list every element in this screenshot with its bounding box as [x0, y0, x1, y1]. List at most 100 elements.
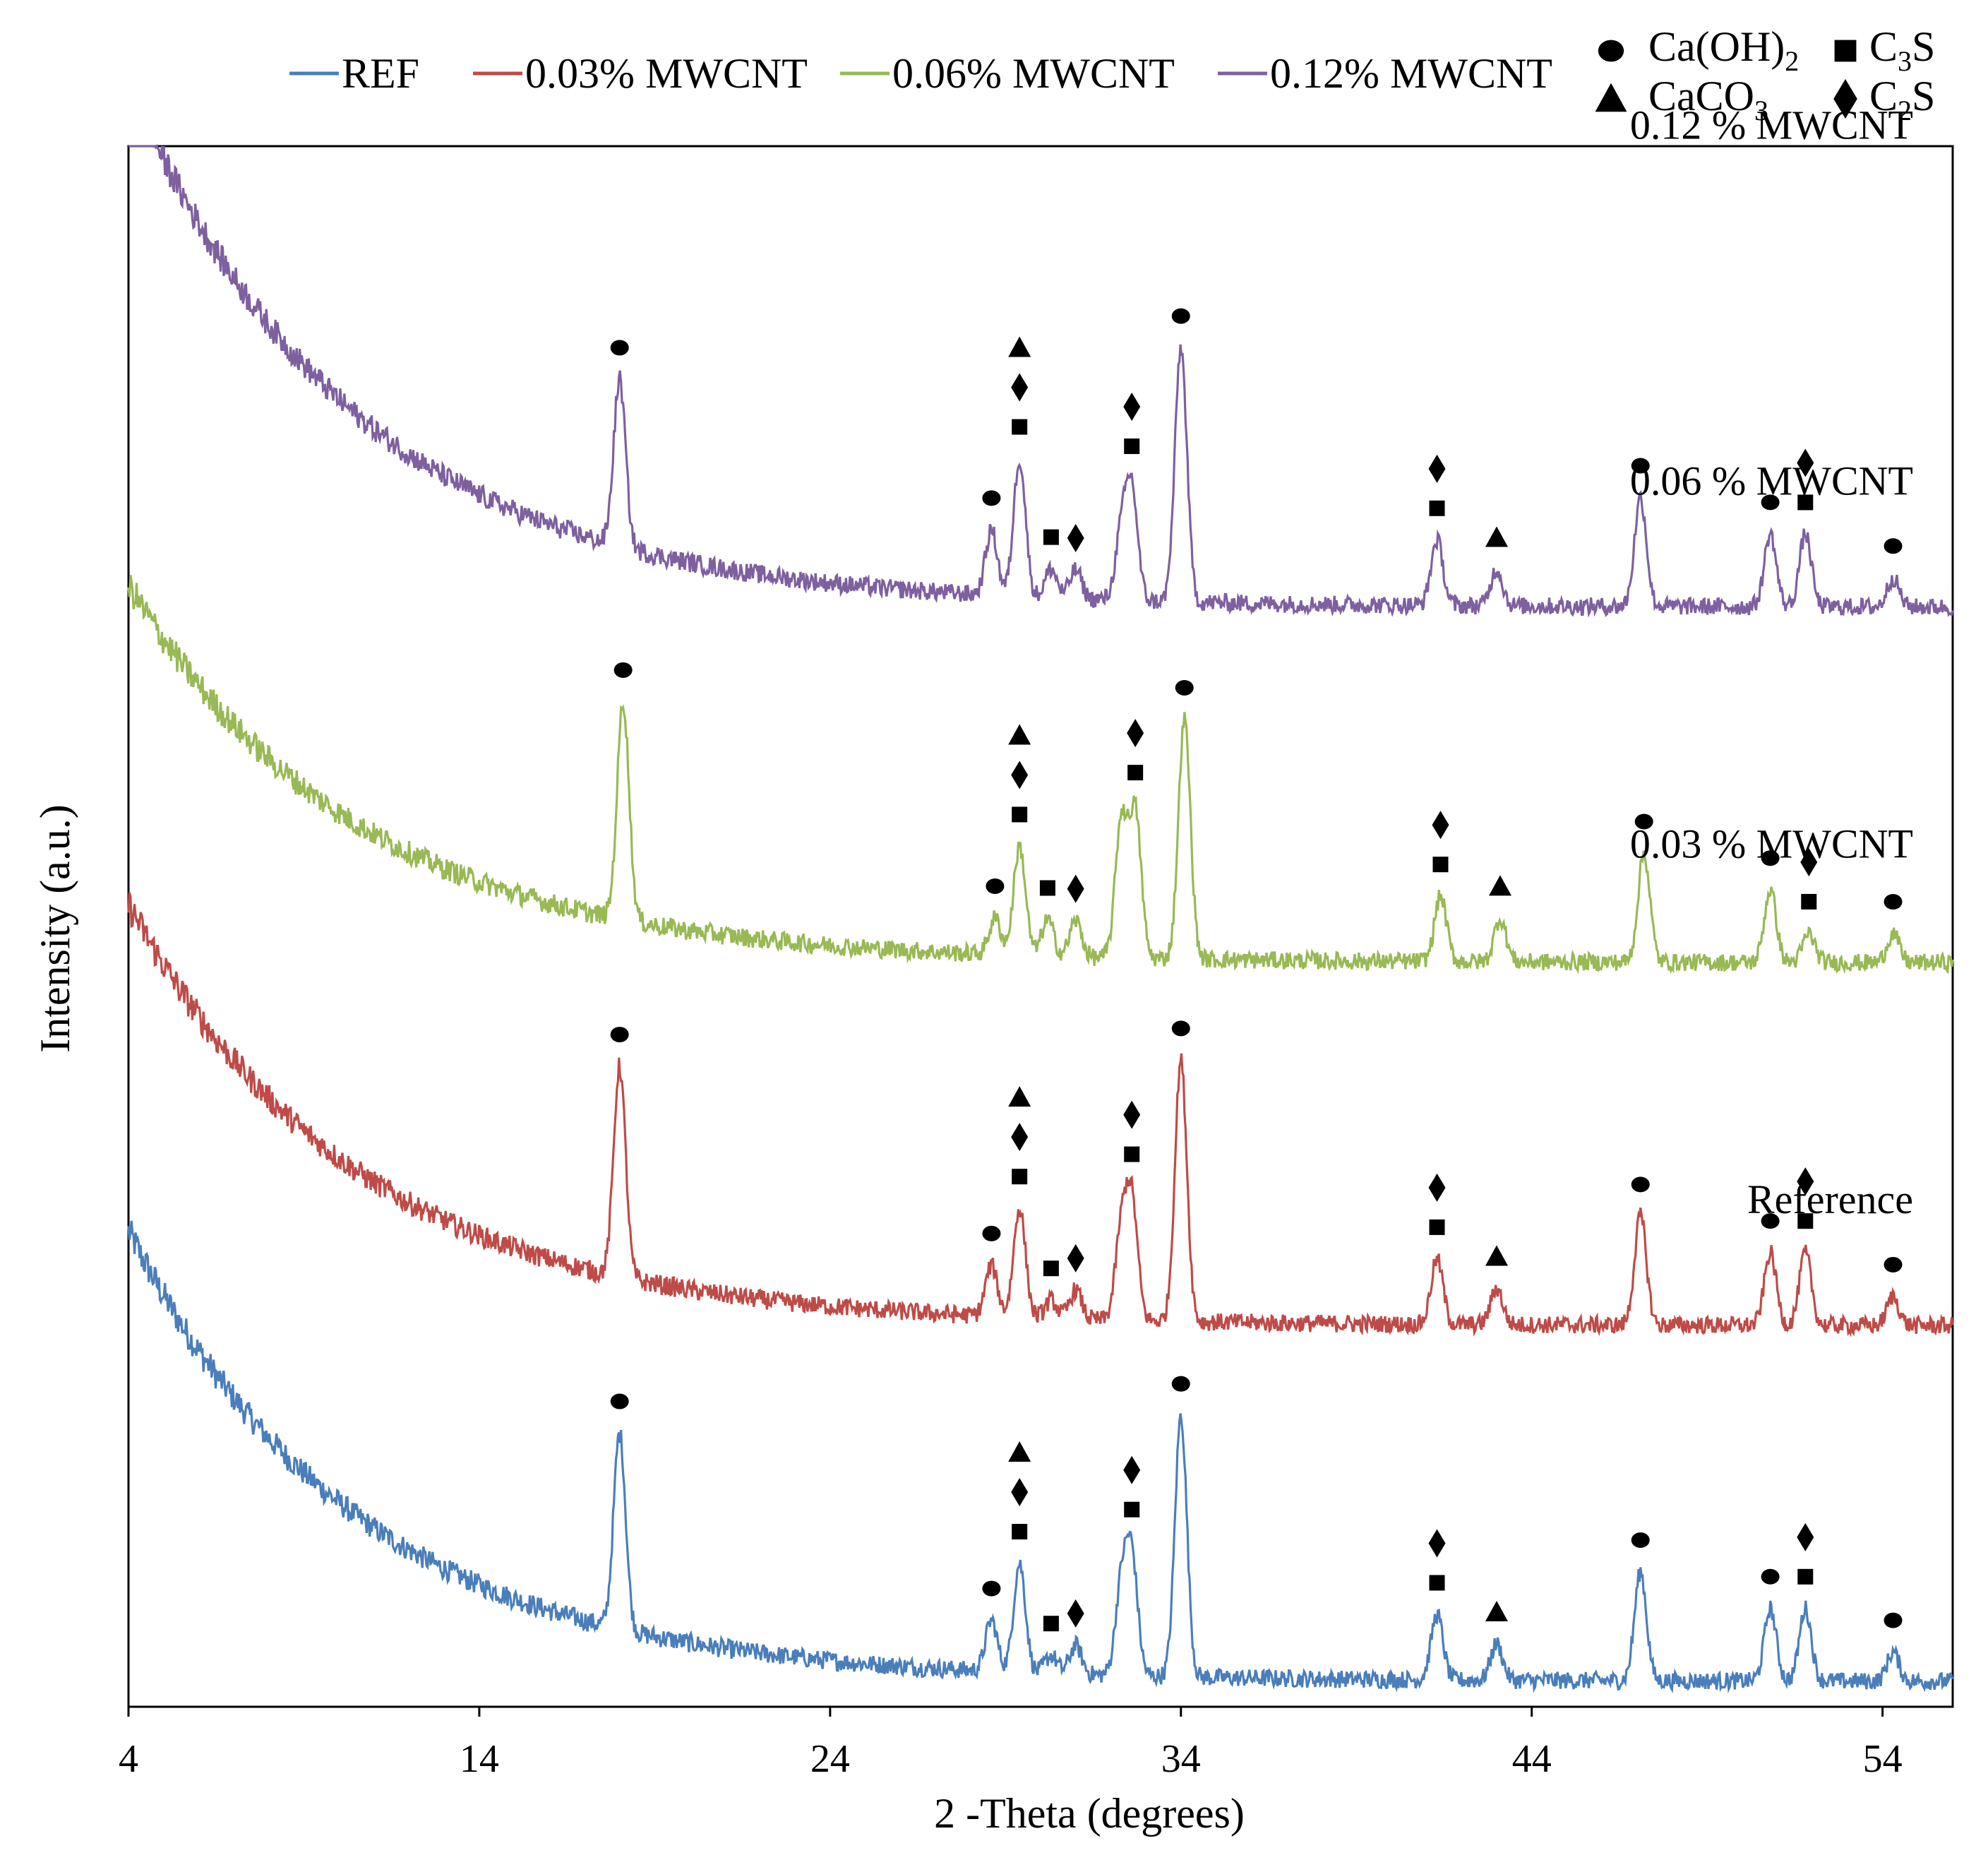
square-marker: [1432, 857, 1449, 873]
square-marker: [1012, 1524, 1028, 1540]
trace-0-12-mwcnt: [128, 143, 1954, 618]
circle-marker: [1761, 1568, 1780, 1585]
circle-marker: [982, 1580, 1001, 1597]
trace-0-03-mwcnt: [127, 892, 1954, 1337]
trace-ref: [127, 1220, 1954, 1694]
series-label: 0.12 % MWCNT: [1630, 102, 1913, 148]
diamond-marker: [1067, 1244, 1084, 1272]
diamond-marker: [1011, 1123, 1029, 1152]
triangle-marker: [1485, 1601, 1508, 1622]
square-marker: [1043, 1616, 1059, 1632]
legend-phase-label: CaCO3: [1648, 73, 1768, 126]
x-tick-label: 14: [460, 1737, 499, 1781]
circle-marker: [1884, 1612, 1903, 1628]
square-marker: [1012, 1169, 1028, 1185]
peak-markers: [610, 308, 1903, 1632]
series-label: 0.03 % MWCNT: [1630, 821, 1913, 866]
square-marker: [1124, 438, 1140, 454]
legend-phase-label: C2S: [1869, 73, 1935, 126]
circle-marker: [1171, 308, 1190, 324]
series-label: 0.06 % MWCNT: [1630, 458, 1913, 503]
legend-phase-label: C3S: [1869, 23, 1935, 77]
square-marker: [1429, 1575, 1445, 1591]
trace-0-06-mwcnt: [127, 575, 1954, 974]
circle-marker: [613, 662, 633, 678]
square-marker: [1012, 806, 1028, 823]
square-marker: [1797, 494, 1814, 511]
diamond-marker: [1833, 79, 1857, 119]
circle-marker: [1631, 1532, 1650, 1548]
circle-marker: [1761, 494, 1780, 511]
square-marker: [1039, 880, 1055, 896]
diamond-marker: [1432, 811, 1449, 840]
diamond-marker: [1797, 1522, 1814, 1551]
triangle-marker: [1008, 336, 1031, 357]
circle-marker: [610, 340, 629, 356]
diamond-marker: [1011, 761, 1029, 789]
legend-label: 0.06% MWCNT: [892, 50, 1175, 97]
square-marker: [1797, 1568, 1814, 1585]
diamond-marker: [1123, 1455, 1141, 1484]
diamond-marker: [1011, 373, 1029, 402]
x-tick-label: 34: [1161, 1737, 1201, 1781]
circle-marker: [1175, 679, 1194, 696]
diamond-marker: [1011, 1478, 1029, 1507]
square-marker: [1012, 419, 1028, 435]
circle-marker: [986, 878, 1005, 895]
square-marker: [1124, 1146, 1140, 1162]
square-marker: [1429, 500, 1445, 516]
diamond-marker: [1123, 392, 1141, 421]
diamond-marker: [1123, 1100, 1141, 1129]
diamond-marker: [1800, 847, 1818, 876]
circle-marker: [982, 1225, 1001, 1241]
series-labels: Reference 0.03 % MWCNT 0.06 % MWCNT 0.12 % …: [1630, 102, 1913, 1222]
square-marker: [1834, 40, 1857, 62]
legend-label: 0.12% MWCNT: [1270, 50, 1552, 97]
diamond-marker: [1127, 719, 1144, 748]
triangle-marker: [1488, 875, 1511, 896]
x-tick-label: 4: [119, 1737, 138, 1781]
square-marker: [1124, 1501, 1140, 1518]
square-marker: [1801, 893, 1817, 910]
triangle-marker: [1485, 526, 1508, 547]
square-marker: [1127, 765, 1144, 781]
x-axis-title: 2 -Theta (degrees): [934, 1790, 1245, 1837]
x-tick-label: 54: [1863, 1737, 1903, 1781]
diamond-marker: [1797, 1167, 1814, 1196]
circle-marker: [1884, 1256, 1903, 1272]
circle-marker: [1631, 1176, 1650, 1193]
circle-marker: [1634, 813, 1653, 830]
triangle-marker: [1008, 724, 1031, 745]
diamond-marker: [1067, 523, 1084, 552]
circle-marker: [982, 490, 1001, 506]
y-axis-title: Intensity (a.u.): [32, 804, 78, 1053]
diamond-marker: [1428, 1529, 1446, 1558]
series-label: Reference: [1747, 1176, 1913, 1222]
diamond-marker: [1067, 1599, 1084, 1628]
triangle-marker: [1485, 1245, 1508, 1266]
legend-phase-label: Ca(OH)2: [1648, 23, 1799, 77]
triangle-marker: [1008, 1441, 1031, 1462]
legend-label: REF: [342, 50, 419, 97]
circle-marker: [1171, 1376, 1190, 1392]
diamond-marker: [1428, 454, 1446, 483]
square-marker: [1797, 1213, 1814, 1229]
diamond-marker: [1797, 448, 1814, 477]
legend: REF 0.03% MWCNT 0.06% MWCNT 0.12% MWCNT Ca(O…: [289, 23, 1935, 126]
circle-marker: [1761, 850, 1780, 866]
plot-frame: [127, 145, 1954, 1708]
square-marker: [1043, 529, 1059, 545]
square-marker: [1043, 1260, 1059, 1277]
circle-marker: [1761, 1213, 1780, 1229]
circle-marker: [1631, 458, 1650, 474]
square-marker: [1429, 1219, 1445, 1235]
triangle-marker: [1008, 1086, 1031, 1107]
circle-marker: [1884, 894, 1903, 910]
legend-label: 0.03% MWCNT: [525, 50, 808, 97]
circle-marker: [1171, 1020, 1190, 1037]
triangle-marker: [1595, 83, 1627, 112]
x-tick-label: 24: [810, 1737, 850, 1781]
circle-marker: [1598, 40, 1624, 62]
diamond-marker: [1067, 874, 1084, 903]
circle-marker: [610, 1393, 629, 1409]
